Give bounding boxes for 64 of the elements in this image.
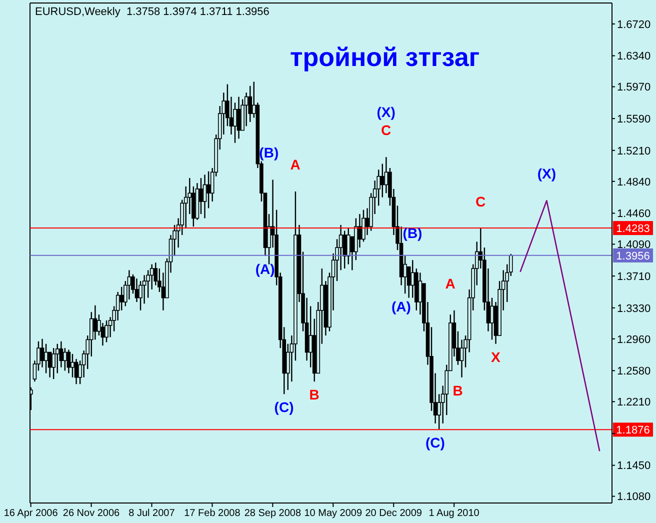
candlestick (380, 163, 384, 198)
candlestick (202, 174, 207, 219)
y-tick-label: 1.3710 (617, 270, 651, 283)
y-tick-label: 1.6340 (617, 50, 651, 63)
annotation: (A) (391, 298, 411, 315)
y-tick-label: 1.4460 (617, 208, 651, 220)
annotation: (C) (425, 434, 445, 450)
annotation: A (290, 156, 300, 172)
candlestick (244, 92, 248, 127)
y-tick-label: 1.2210 (617, 396, 651, 409)
x-tick-label: 8 Jul 2007 (128, 508, 176, 520)
candlestick (134, 278, 139, 303)
candlestick (52, 347, 56, 380)
annotation: X (490, 348, 501, 365)
candlestick (66, 349, 71, 374)
x-tick-label: 17 Feb 2008 (184, 508, 241, 520)
x-tick-label: 10 May 2009 (304, 508, 362, 520)
annotation: (B) (402, 225, 422, 242)
annotation: A (445, 275, 456, 292)
y-tick-label: 1.5590 (617, 113, 651, 126)
x-tick-label: 26 Nov 2006 (62, 508, 120, 520)
annotation: (B) (259, 144, 279, 161)
candlestick (248, 85, 252, 123)
candlestick (104, 320, 108, 343)
annotation: C (380, 122, 392, 138)
annotation: (A) (255, 260, 275, 277)
ref-line-label: 1.3956 (616, 250, 650, 262)
candlestick (236, 96, 241, 140)
y-tick-label: 1.4840 (617, 176, 651, 188)
y-tick-label: 1.5970 (617, 82, 651, 94)
x-tick-label: 28 Sep 2008 (244, 508, 302, 520)
annotation: (X) (537, 166, 556, 182)
chart-subtitle: EURUSD,Weekly 1.3758 1.3974 1.3711 1.3956 (35, 6, 270, 18)
candlestick (490, 297, 494, 340)
candlestick (74, 358, 78, 385)
candlestick (384, 156, 388, 194)
y-tick-label: 1.3330 (617, 302, 651, 315)
candlestick (70, 353, 74, 378)
annotation: C (475, 193, 486, 210)
candlestick (93, 304, 98, 340)
candlestick (410, 260, 415, 298)
y-tick-label: 1.6720 (617, 18, 651, 31)
annotation: B (309, 386, 320, 403)
candlestick (199, 177, 203, 215)
candlestick (120, 286, 124, 311)
text: тройной зтгзаг (290, 42, 480, 73)
ref-line-label: 1.1876 (616, 424, 650, 437)
annotation: B (452, 382, 463, 398)
ref-line-label: 1.4283 (616, 223, 650, 236)
x-tick-label: 16 Apr 2006 (4, 508, 58, 520)
candlestick (63, 347, 67, 372)
candlestick (44, 343, 48, 374)
y-tick-label: 1.2580 (617, 366, 651, 378)
x-tick-label: 1 Aug 2010 (428, 508, 480, 520)
y-tick-label: 1.1080 (617, 491, 651, 504)
annotation: (C) (274, 399, 294, 416)
y-tick-label: 1.2960 (617, 334, 651, 346)
x-tick-label: 20 Dec 2009 (365, 508, 422, 520)
candlestick (460, 339, 464, 378)
y-tick-label: 1.4090 (617, 239, 651, 252)
y-tick-label: 1.1450 (617, 460, 651, 472)
annotation: (X) (376, 104, 396, 120)
candlestick (206, 170, 210, 209)
y-tick-label: 1.5210 (617, 145, 651, 158)
